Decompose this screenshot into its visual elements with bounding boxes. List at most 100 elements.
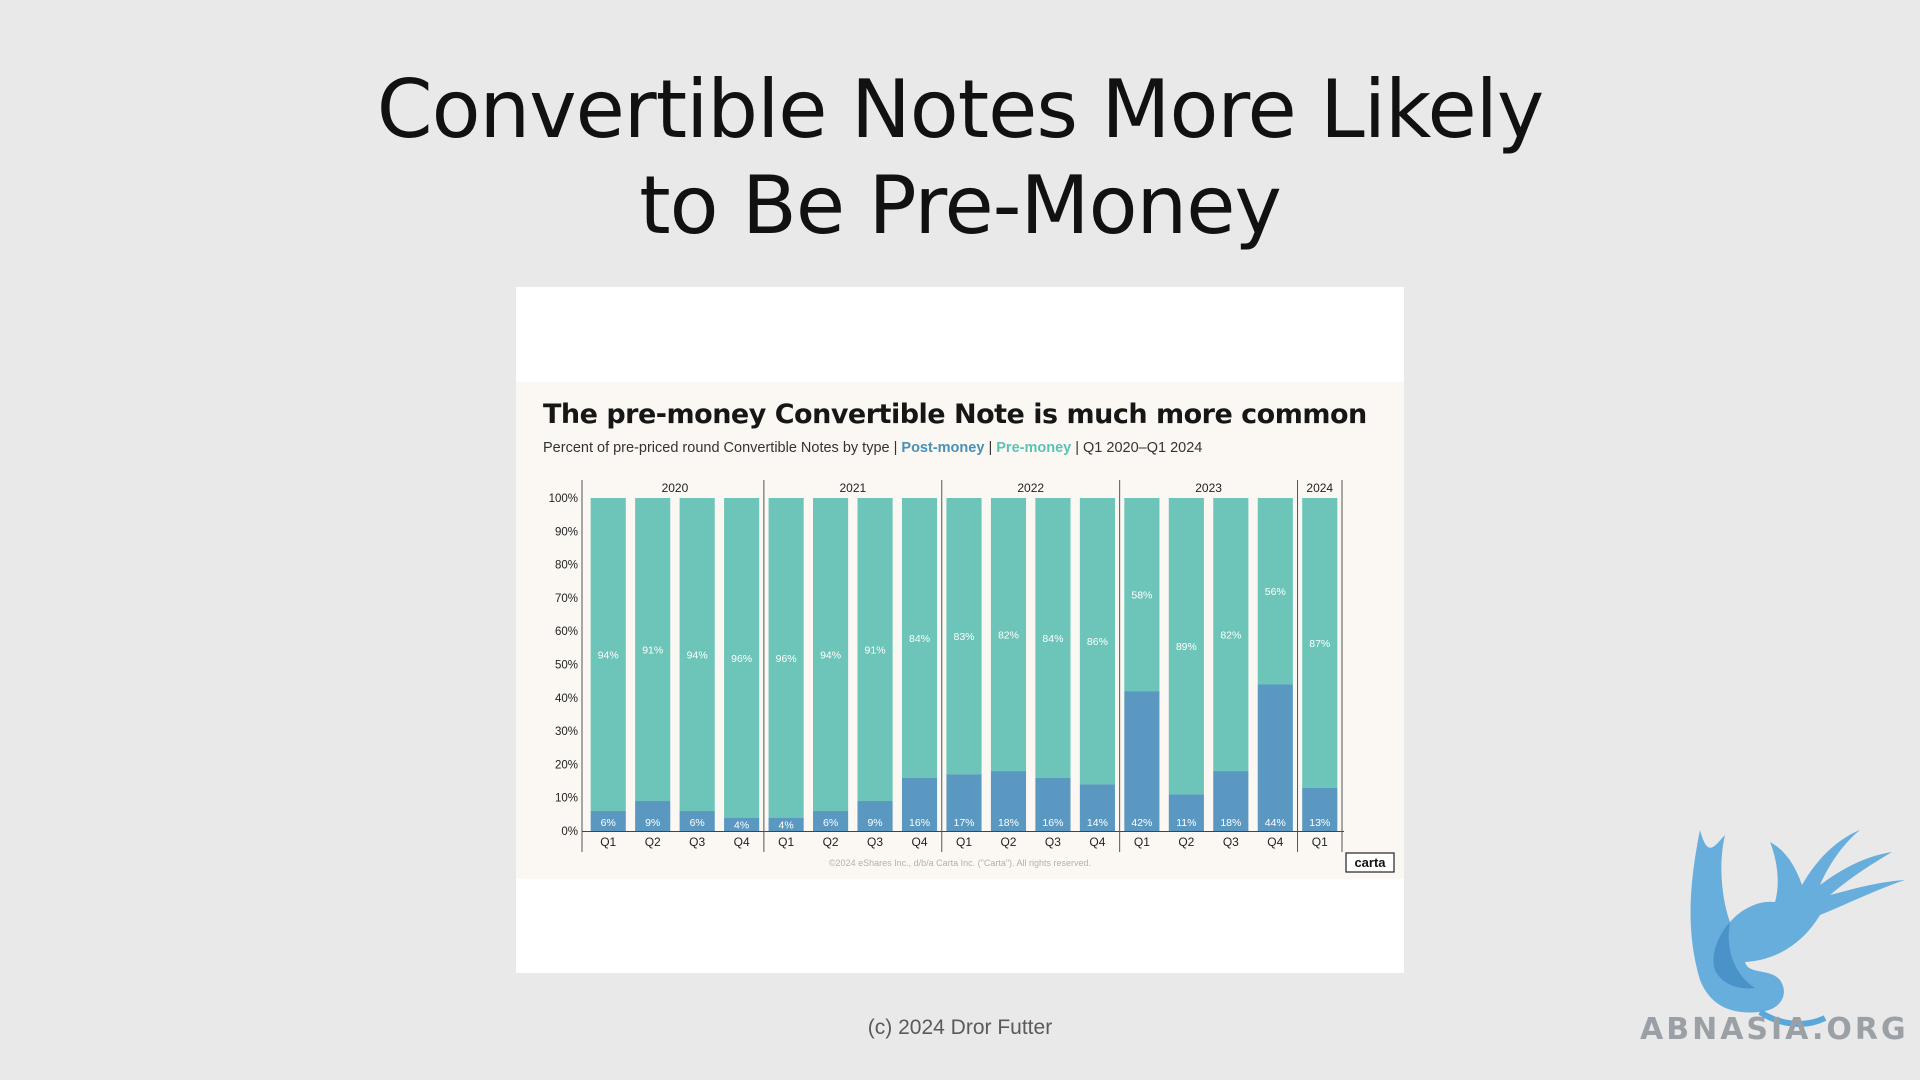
y-tick-label: 60% [555,626,578,638]
bar-post-money [679,811,715,831]
bar-post-money [724,817,760,831]
griffin-logo-icon [1690,830,1905,1027]
y-tick-label: 20% [555,759,578,771]
data-label-post-money: 14% [1087,817,1108,829]
carta-logo-box [1345,852,1395,873]
data-label-pre-money: 82% [1220,630,1241,642]
bar-post-money [1035,777,1071,831]
data-label-post-money: 18% [1220,817,1241,829]
data-label-post-money: 44% [1265,817,1286,829]
bar-pre-money [1079,498,1115,785]
bar-post-money [1213,771,1249,831]
subtitle-separator: | [988,440,993,456]
bar-pre-money [679,498,715,812]
bar-pre-money [1035,498,1071,778]
data-label-pre-money: 83% [953,631,974,643]
data-label-pre-money: 87% [1309,638,1330,650]
bar-pre-money [857,498,893,802]
x-tick-label: Q2 [823,835,839,849]
chart-image-card: The pre-money Convertible Note is much m… [516,287,1404,973]
y-tick-label: 70% [555,593,578,605]
data-label-pre-money: 82% [998,630,1019,642]
data-label-post-money: 16% [909,817,930,829]
x-tick-label: Q1 [600,835,616,849]
data-label-pre-money: 94% [598,650,619,662]
year-label: 2023 [1195,481,1222,495]
bar-pre-money [1302,498,1338,788]
x-tick-label: Q3 [867,835,883,849]
bar-post-money [768,817,804,831]
data-label-pre-money: 91% [642,645,663,657]
bar-post-money [1079,784,1115,831]
x-tick-label: Q4 [1089,835,1105,849]
bar-pre-money [901,498,938,778]
x-tick-label: Q1 [1134,835,1150,849]
watermark-text: ABNASIA.ORG [1640,1012,1909,1047]
bar-post-money [990,771,1027,831]
bar-pre-money [946,498,982,775]
bar-pre-money [724,498,760,818]
bar-post-money [635,801,671,831]
bar-post-money [1302,787,1338,831]
chart-subtitle: Percent of pre-priced round Convertible … [543,440,1202,456]
x-tick-label: Q3 [1045,835,1061,849]
year-label: 2021 [839,481,866,495]
y-tick-label: 10% [555,793,578,805]
y-tick-label: 90% [555,526,578,538]
data-label-post-money: 13% [1309,817,1330,829]
y-tick-label: 30% [555,726,578,738]
data-label-post-money: 11% [1176,817,1196,829]
x-tick-label: Q2 [1178,835,1194,849]
x-tick-label: Q2 [645,835,661,849]
bar-pre-money [768,498,804,818]
data-label-pre-money: 94% [820,650,841,662]
x-tick-label: Q3 [1223,835,1239,849]
x-tick-label: Q4 [912,835,928,849]
x-tick-label: Q2 [1000,835,1016,849]
bar-post-money [1124,691,1160,831]
x-tick-label: Q1 [778,835,794,849]
bar-pre-money [1257,498,1293,685]
data-label-post-money: 6% [601,817,616,829]
bar-pre-money [635,498,671,802]
data-label-post-money: 16% [1042,817,1063,829]
y-tick-label: 80% [555,560,578,572]
slide-title-line-2: to Be Pre-Money [639,159,1282,252]
x-tick-label: Q1 [956,835,972,849]
data-label-pre-money: 84% [1042,633,1063,645]
data-label-pre-money: 58% [1131,590,1152,602]
slide-title: Convertible Notes More Likely to Be Pre-… [0,62,1920,254]
subtitle-prefix: Percent of pre-priced round Convertible … [543,440,898,456]
data-label-pre-money: 91% [865,645,886,657]
bar-pre-money [990,498,1027,772]
data-label-pre-money: 96% [731,653,752,665]
bar-pre-money [1213,498,1249,772]
legend-post-money: Post-money [901,440,985,456]
data-label-pre-money: 56% [1265,586,1286,598]
data-label-pre-money: 89% [1176,641,1197,653]
data-label-post-money: 42% [1131,817,1152,829]
bar-pre-money [1168,498,1204,795]
data-label-post-money: 18% [998,817,1019,829]
x-tick-label: Q4 [734,835,750,849]
bar-post-money [1168,794,1204,831]
bar-post-money [590,811,626,831]
x-tick-label: Q4 [1267,835,1283,849]
data-label-pre-money: 94% [687,650,708,662]
bar-pre-money [590,498,626,812]
y-tick-label: 40% [555,693,578,705]
data-label-post-money: 4% [734,819,749,831]
y-tick-label: 100% [549,493,578,505]
data-label-post-money: 9% [645,817,660,829]
bar-post-money [901,777,938,831]
year-label: 2024 [1306,481,1333,495]
bar-pre-money [1124,498,1160,692]
stacked-bar-chart: 0% 10% 20% 30% 40% 50% 60% 70% 80% 90% 100% 94% 6% Q1… [549,480,1395,873]
carta-logo-text: carta [1354,855,1386,870]
x-tick-label: Q3 [689,835,705,849]
bar-pre-money [813,498,849,812]
data-label-post-money: 17% [953,817,974,829]
data-label-post-money: 4% [779,819,794,831]
data-label-post-money: 9% [867,817,882,829]
chart-copyright: ©2024 eShares Inc., d/b/a Carta Inc. ("C… [829,858,1091,868]
